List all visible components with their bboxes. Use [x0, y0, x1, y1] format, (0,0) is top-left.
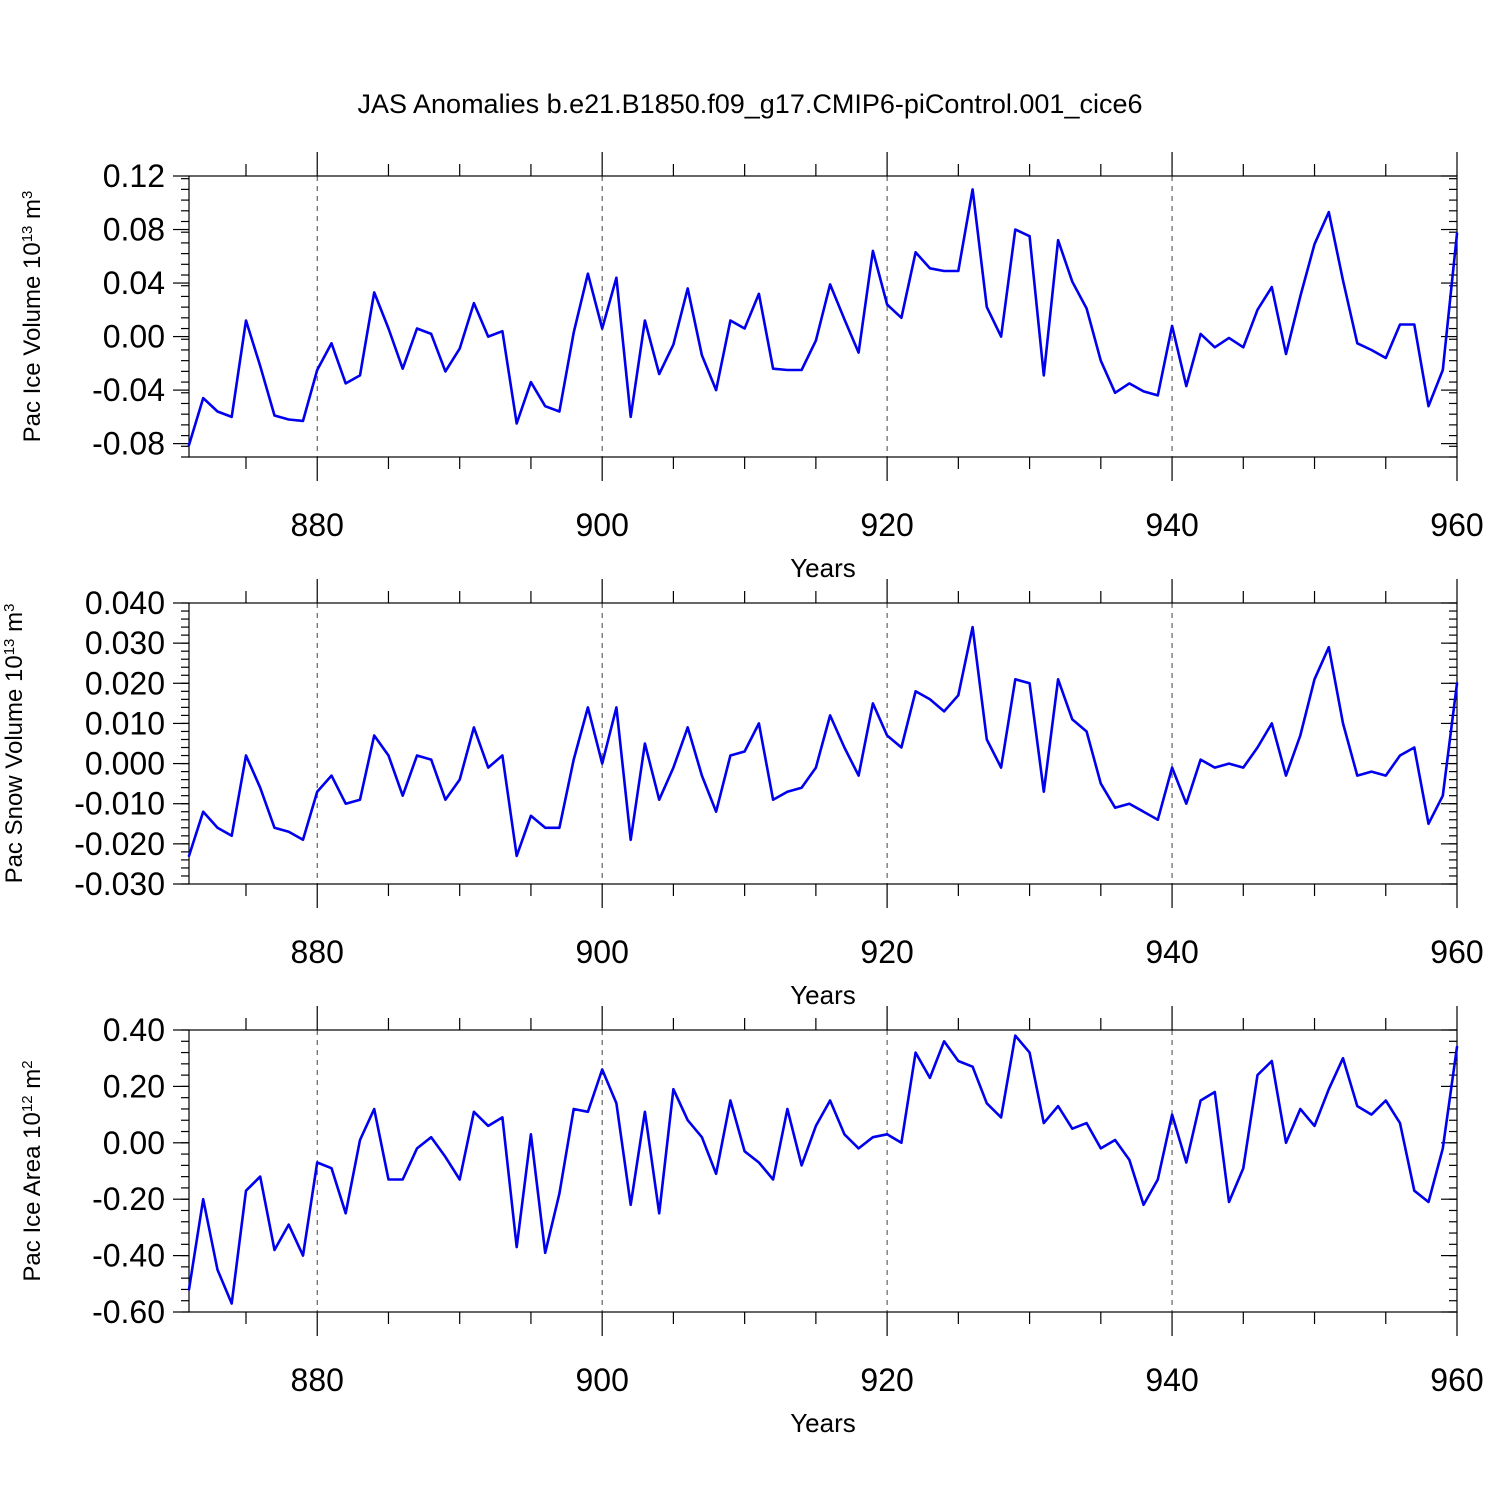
snow-volume-ytick-label: -0.030 [74, 866, 165, 902]
ice-volume-y-axis-label-main: Pac Ice Volume 10 [19, 242, 46, 442]
snow-volume-xtick-label: 920 [860, 934, 913, 970]
ice-volume-y-axis-label-unit: m [19, 199, 46, 226]
ice-volume-ytick-label: -0.08 [92, 426, 165, 462]
ice-area-x-axis-label: Years [790, 1408, 856, 1438]
ice-volume-ytick-label: 0.00 [103, 319, 165, 355]
snow-volume-ytick-label: 0.030 [85, 625, 165, 661]
snow-volume-ytick-label: 0.040 [85, 585, 165, 621]
ice-area-xtick-label: 920 [860, 1362, 913, 1398]
snow-volume-y-axis-label-main: Pac Snow Volume 10 [1, 655, 28, 883]
snow-volume-y-axis-label-unit-exp: 3 [1, 604, 18, 612]
ice-area-y-axis-label-unit-exp: 2 [19, 1060, 36, 1068]
snow-volume-ytick-label: 0.000 [85, 746, 165, 782]
ice-area-y-axis-label-exp: 12 [19, 1095, 36, 1112]
snow-volume-ytick-label: -0.020 [74, 826, 165, 862]
snow-volume-y-axis-label-exp: 13 [1, 639, 18, 656]
panel-ice-area: 880 900 920 940 960 -0.60 -0.40 -0.20 0.00 0.20 0.… [19, 1006, 1484, 1438]
ice-volume-x-axis-label: Years [790, 553, 856, 583]
ice-volume-xtick-label: 940 [1145, 507, 1198, 543]
ice-area-xtick-label: 960 [1430, 1362, 1483, 1398]
snow-volume-ytick-label: 0.020 [85, 665, 165, 701]
ice-volume-ytick-label: 0.04 [103, 265, 165, 301]
snow-volume-y-axis-label-unit: m [1, 612, 28, 639]
chart-title: JAS Anomalies b.e21.B1850.f09_g17.CMIP6-… [358, 89, 1143, 119]
snow-volume-series-line [187, 625, 1459, 858]
ice-volume-y-axis-label-unit-exp: 3 [19, 191, 36, 199]
snow-volume-xtick-label: 940 [1145, 934, 1198, 970]
ice-volume-y-axis-label: Pac Ice Volume 1013 m3 [19, 191, 46, 443]
snow-volume-x-axis-label: Years [790, 980, 856, 1010]
ice-area-y-axis-label-unit: m [19, 1069, 46, 1096]
ice-area-y-axis-label-main: Pac Ice Area 10 [19, 1112, 46, 1281]
ice-volume-xtick-label: 880 [291, 507, 344, 543]
ice-volume-plot-frame [188, 175, 1458, 458]
ice-area-series-line [187, 1034, 1459, 1305]
snow-volume-xtick-label: 880 [291, 934, 344, 970]
snow-volume-xtick-label: 900 [575, 934, 628, 970]
ice-area-plot-frame [188, 1029, 1458, 1313]
ice-volume-series-line [187, 188, 1459, 447]
snow-volume-xtick-label: 960 [1430, 934, 1483, 970]
ice-volume-xtick-label: 960 [1430, 507, 1483, 543]
ice-area-xtick-label: 900 [575, 1362, 628, 1398]
ice-area-y-axis-label: Pac Ice Area 1012 m2 [19, 1060, 46, 1281]
ice-volume-ytick-label: -0.04 [92, 372, 165, 408]
panel-ice-volume: 880 900 920 940 960 -0.08 -0.04 0.00 0.04 0.08 0.1… [19, 152, 1484, 583]
ice-volume-xtick-label: 900 [575, 507, 628, 543]
ice-volume-ytick-label: 0.08 [103, 212, 165, 248]
panel-snow-volume: 880 900 920 940 960 -0.030 -0.020 -0.010 0.000 0.… [1, 579, 1484, 1010]
ice-area-ytick-label: 0.00 [103, 1125, 165, 1161]
ice-area-ytick-label: 0.20 [103, 1068, 165, 1104]
snow-volume-ytick-label: 0.010 [85, 705, 165, 741]
ice-area-ytick-label: 0.40 [103, 1012, 165, 1048]
ice-area-xtick-label: 940 [1145, 1362, 1198, 1398]
snow-volume-plot-frame [188, 602, 1458, 885]
ice-area-ytick-label: -0.20 [92, 1181, 165, 1217]
snow-volume-y-axis-label: Pac Snow Volume 1013 m3 [1, 604, 28, 884]
ice-area-ytick-label: -0.60 [92, 1294, 165, 1330]
ice-volume-xtick-label: 920 [860, 507, 913, 543]
ice-volume-y-axis-label-exp: 13 [19, 226, 36, 243]
ice-volume-ytick-label: 0.12 [103, 158, 165, 194]
ice-area-ytick-label: -0.40 [92, 1238, 165, 1274]
snow-volume-ytick-label: -0.010 [74, 786, 165, 822]
ice-area-xtick-label: 880 [291, 1362, 344, 1398]
